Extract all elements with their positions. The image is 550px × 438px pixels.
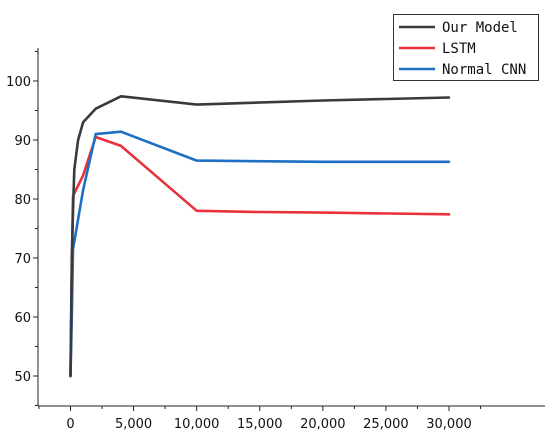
chart-series: [69, 95, 451, 378]
y-tick-label: 90: [14, 134, 31, 149]
y-tick-label: 100: [6, 75, 31, 90]
chart-legend: Our Model LSTM Normal CNN: [393, 14, 539, 81]
x-tick-label: 10,000: [174, 417, 220, 432]
legend-label: Normal CNN: [442, 62, 526, 78]
legend-label: Our Model: [442, 20, 518, 36]
y-tick-label: 70: [14, 252, 31, 267]
series-line-normal-cnn: [69, 130, 451, 378]
legend-label: LSTM: [442, 41, 476, 57]
y-tick-label: 80: [14, 193, 31, 208]
x-tick-label: 15,000: [237, 417, 283, 432]
y-tick-label: 50: [14, 370, 31, 385]
x-tick-label: 25,000: [363, 417, 409, 432]
x-tick-label: 0: [66, 417, 74, 432]
series-line-our-model: [69, 95, 451, 378]
x-tick-label: 30,000: [426, 417, 472, 432]
series-line-lstm: [69, 135, 451, 378]
x-tick-label: 20,000: [300, 417, 346, 432]
y-tick-label: 60: [14, 311, 31, 326]
x-tick-label: 5,000: [115, 417, 152, 432]
chart-axes: 50 60 70 80 90 100 0 5,000 10,000 15,000 20,000 25,…: [6, 48, 545, 432]
